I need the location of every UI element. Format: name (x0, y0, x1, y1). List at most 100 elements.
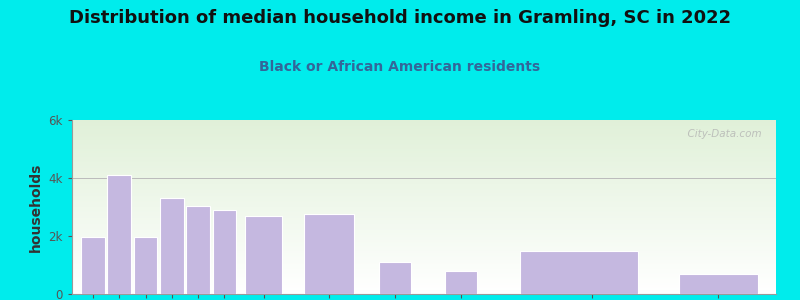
Bar (72, 286, 776, 287)
Bar (72, 221, 776, 222)
Bar (72, 146, 776, 147)
Bar (72, 152, 776, 153)
Bar (72, 175, 776, 176)
Bar (72, 292, 776, 293)
Bar (72, 265, 776, 266)
Bar (72, 157, 776, 158)
Bar (72, 121, 776, 122)
Bar (72, 171, 776, 172)
Bar (72, 262, 776, 263)
Bar (72, 138, 776, 139)
Bar (520, 250, 638, 294)
Bar (72, 215, 776, 216)
Bar (72, 245, 776, 246)
Bar (72, 216, 776, 217)
Bar (72, 222, 776, 223)
Bar (72, 253, 776, 254)
Bar (72, 273, 776, 274)
Bar (72, 141, 776, 142)
Bar (72, 252, 776, 253)
Bar (72, 236, 776, 237)
Bar (81, 238, 105, 294)
Bar (72, 193, 776, 194)
Bar (72, 278, 776, 279)
Bar (72, 198, 776, 199)
Bar (72, 287, 776, 288)
Bar (72, 134, 776, 135)
Bar (72, 155, 776, 156)
Bar (72, 239, 776, 240)
Bar (72, 190, 776, 191)
Bar (72, 123, 776, 124)
Bar (213, 210, 236, 294)
Bar (72, 192, 776, 193)
Bar (72, 288, 776, 289)
Bar (72, 289, 776, 290)
Bar (72, 120, 776, 121)
Text: Black or African American residents: Black or African American residents (259, 60, 541, 74)
Bar (72, 261, 776, 262)
Bar (72, 244, 776, 245)
Bar (72, 246, 776, 247)
Bar (72, 142, 776, 143)
Bar (72, 174, 776, 175)
Bar (72, 187, 776, 188)
Bar (72, 281, 776, 282)
Bar (72, 241, 776, 242)
Bar (72, 181, 776, 182)
Bar (72, 238, 776, 239)
Bar (72, 255, 776, 256)
Bar (72, 168, 776, 169)
Bar (72, 251, 776, 252)
Bar (72, 293, 776, 294)
Bar (72, 163, 776, 164)
Bar (72, 202, 776, 203)
Bar (72, 184, 776, 185)
Bar (72, 232, 776, 233)
Bar (72, 161, 776, 162)
Bar (72, 270, 776, 271)
Bar (72, 209, 776, 210)
Bar (72, 257, 776, 258)
Bar (246, 216, 282, 294)
Bar (72, 259, 776, 260)
Bar (72, 218, 776, 219)
Bar (72, 124, 776, 125)
Bar (72, 233, 776, 234)
Bar (72, 240, 776, 241)
Bar (72, 196, 776, 197)
Bar (72, 135, 776, 136)
Bar (72, 199, 776, 200)
Bar (72, 274, 776, 275)
Bar (72, 243, 776, 244)
Bar (72, 219, 776, 220)
Bar (72, 203, 776, 204)
Bar (72, 268, 776, 269)
Bar (72, 225, 776, 226)
Bar (72, 185, 776, 186)
Bar (72, 254, 776, 255)
Bar (72, 186, 776, 187)
Bar (445, 271, 477, 294)
Bar (72, 164, 776, 165)
Bar (72, 258, 776, 259)
Bar (72, 188, 776, 189)
Bar (72, 197, 776, 198)
Bar (72, 204, 776, 205)
Bar (72, 224, 776, 225)
Bar (72, 169, 776, 170)
Bar (72, 131, 776, 132)
Bar (72, 271, 776, 272)
Bar (72, 133, 776, 134)
Bar (72, 276, 776, 277)
Bar (72, 177, 776, 178)
Bar (186, 206, 210, 294)
Bar (72, 200, 776, 201)
Bar (72, 172, 776, 173)
Bar (72, 126, 776, 127)
Bar (72, 266, 776, 267)
Bar (72, 191, 776, 192)
Bar (72, 256, 776, 257)
Bar (72, 247, 776, 248)
Bar (72, 130, 776, 131)
